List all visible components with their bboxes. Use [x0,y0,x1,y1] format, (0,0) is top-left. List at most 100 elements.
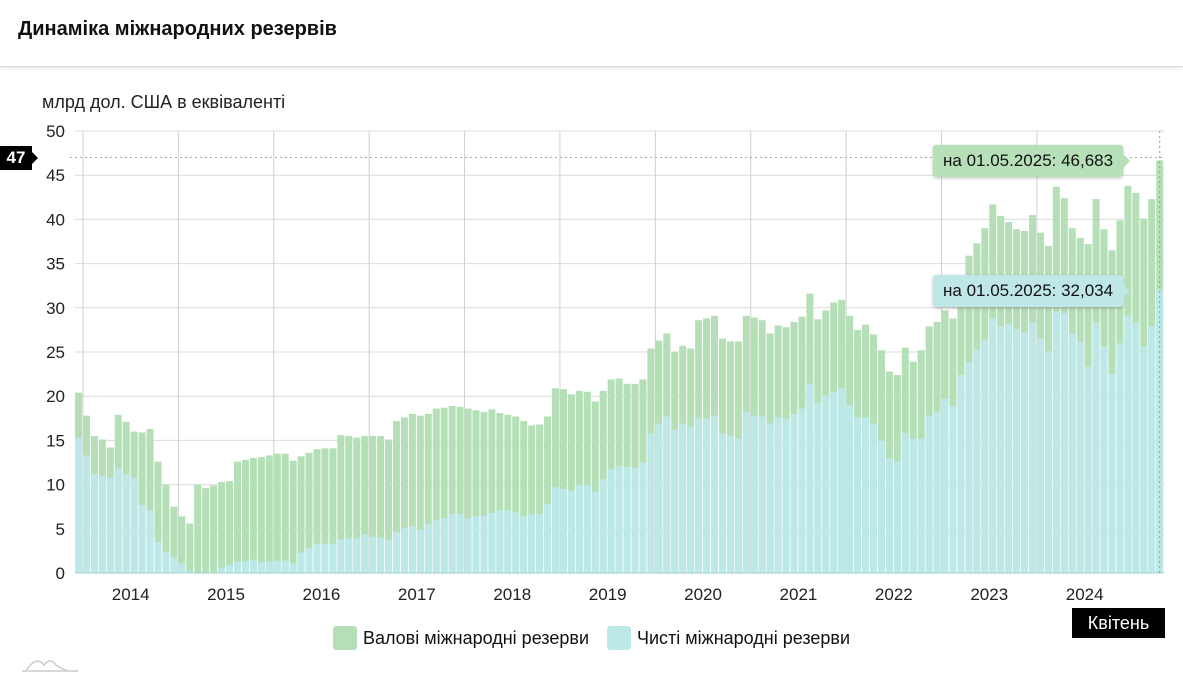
net-bar[interactable] [559,489,567,573]
bars[interactable] [75,160,1165,574]
net-bar[interactable] [1005,323,1013,573]
net-bar[interactable] [615,466,623,573]
gross-bar[interactable] [512,416,520,573]
gross-bar[interactable] [226,481,234,573]
net-bar[interactable] [774,417,782,573]
gross-bar[interactable] [265,455,273,573]
legend-item-gross[interactable]: Валові міжнародні резерви [332,626,589,650]
gross-bar[interactable] [218,481,226,573]
gross-bar[interactable] [480,412,488,573]
net-bar[interactable] [989,318,997,573]
net-bar[interactable] [997,326,1005,573]
net-bar[interactable] [1132,322,1140,573]
net-bar[interactable] [758,416,766,573]
gross-bar[interactable] [369,435,377,573]
gross-bar[interactable] [385,439,393,573]
net-bar[interactable] [695,418,703,573]
net-bar[interactable] [766,423,774,573]
net-bar[interactable] [186,571,194,573]
net-bar[interactable] [1092,322,1100,573]
net-bar[interactable] [798,408,806,573]
gross-bar[interactable] [377,435,385,573]
net-bar[interactable] [122,473,130,573]
net-bar[interactable] [408,526,416,573]
net-bar[interactable] [583,485,591,573]
gross-bar[interactable] [456,406,464,573]
net-bar[interactable] [289,563,297,573]
net-bar[interactable] [679,423,687,573]
net-bar[interactable] [1060,313,1068,573]
net-bar[interactable] [234,561,241,573]
net-bar[interactable] [512,512,520,573]
gross-bar[interactable] [496,412,504,573]
net-bar[interactable] [114,468,122,573]
net-bar[interactable] [814,403,822,573]
net-bar[interactable] [146,510,154,573]
gross-bar[interactable] [408,413,416,573]
net-bar[interactable] [718,433,726,573]
net-bar[interactable] [400,527,408,573]
net-bar[interactable] [870,423,877,573]
net-bar[interactable] [909,438,917,573]
net-bar[interactable] [82,455,90,573]
net-bar[interactable] [1036,338,1044,573]
net-bar[interactable] [456,513,464,573]
net-bar[interactable] [98,475,106,573]
gross-bar[interactable] [575,390,583,573]
net-bar[interactable] [1076,341,1084,573]
net-bar[interactable] [536,513,544,573]
net-bar[interactable] [361,534,369,573]
net-bar[interactable] [432,519,440,573]
net-bar[interactable] [742,412,750,573]
legend-item-net[interactable]: Чисті міжнародні резерви [607,626,850,650]
net-bar[interactable] [639,462,647,574]
net-bar[interactable] [631,467,639,573]
net-bar[interactable] [488,512,496,573]
net-bar[interactable] [917,438,925,573]
net-bar[interactable] [1044,351,1052,573]
net-bar[interactable] [663,416,671,573]
net-bar[interactable] [1013,329,1021,573]
gross-bar[interactable] [488,409,496,573]
gross-bar[interactable] [241,459,249,573]
net-bar[interactable] [599,479,607,573]
net-bar[interactable] [321,543,329,573]
gross-bar[interactable] [194,484,202,573]
net-bar[interactable] [1148,326,1156,573]
net-bar[interactable] [846,405,854,573]
net-bar[interactable] [552,487,559,573]
gross-bar[interactable] [313,449,321,573]
net-bar[interactable] [265,561,273,573]
gross-bar[interactable] [552,388,559,573]
gross-bar[interactable] [162,484,170,573]
net-bar[interactable] [464,518,472,573]
net-bar[interactable] [1084,367,1092,573]
net-bar[interactable] [385,540,393,573]
net-bar[interactable] [1116,343,1124,573]
net-bar[interactable] [567,490,575,573]
net-bar[interactable] [345,538,353,573]
gross-bar[interactable] [432,408,440,573]
net-bar[interactable] [544,504,552,573]
net-bar[interactable] [973,349,981,573]
net-bar[interactable] [170,557,178,573]
net-bar[interactable] [1108,374,1116,573]
net-bar[interactable] [313,543,321,573]
net-bar[interactable] [297,552,305,573]
net-bar[interactable] [249,559,257,573]
gross-bar[interactable] [257,457,265,573]
net-bar[interactable] [1124,315,1132,573]
gross-bar[interactable] [178,516,186,573]
gross-bar[interactable] [567,394,575,573]
net-bar[interactable] [448,513,456,573]
gross-bar[interactable] [353,437,361,573]
net-bar[interactable] [607,468,615,573]
net-bar[interactable] [750,415,758,573]
gross-bar[interactable] [297,456,305,573]
gross-bar[interactable] [289,460,297,573]
gross-bar[interactable] [146,428,154,573]
gross-bar[interactable] [186,523,194,573]
gross-bar[interactable] [281,453,289,573]
gross-bar[interactable] [520,420,528,573]
